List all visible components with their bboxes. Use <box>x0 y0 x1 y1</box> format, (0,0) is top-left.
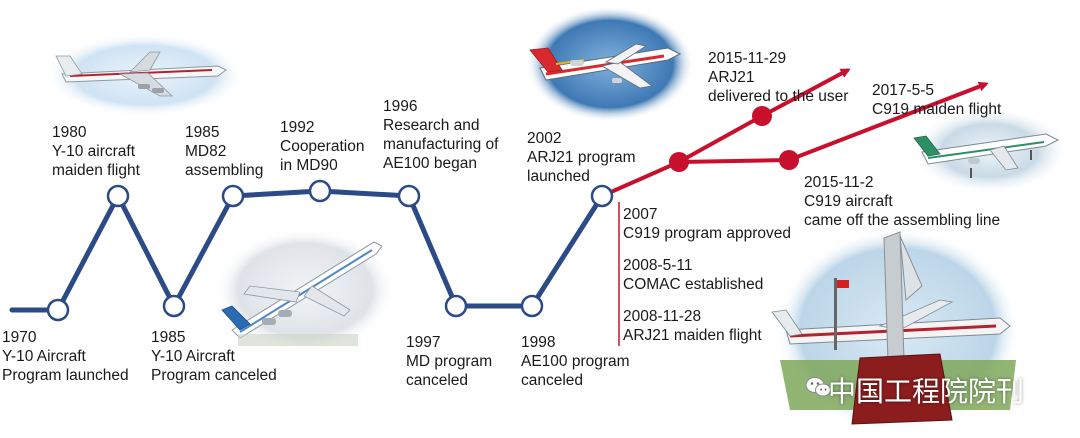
timeline-red-branch-arj21 <box>601 68 851 198</box>
md82-aircraft-photo <box>215 228 395 352</box>
timeline-blue-line <box>9 188 605 313</box>
blue-nodes <box>46 179 614 322</box>
node-1985-assembling <box>221 184 245 208</box>
y10-aircraft-photo <box>45 33 245 117</box>
label-1985-assembling: 1985 MD82 assembling <box>185 124 264 179</box>
node-1997 <box>444 294 468 318</box>
label-2008-comac: 2008-5-11 COMAC established <box>623 257 764 293</box>
y10-monument-photo <box>771 228 1020 432</box>
label-2015-arj21: 2015-11-29 ARJ21 delivered to the user <box>708 50 849 105</box>
node-2008 <box>669 152 689 172</box>
node-1992 <box>308 179 332 203</box>
label-1998: 1998 AE100 program canceled <box>521 334 630 389</box>
label-2017: 2017-5-5 C919 maiden flight <box>872 82 1002 118</box>
label-2007: 2007 C919 program approved <box>623 206 792 242</box>
node-1996 <box>397 184 421 208</box>
c919-aircraft-photo <box>910 111 1070 199</box>
arj21-aircraft-photo <box>526 6 694 122</box>
node-2015-c919 <box>779 150 799 170</box>
label-1980: 1980 Y-10 aircraft maiden flight <box>52 124 140 179</box>
wechat-icon <box>805 377 831 397</box>
label-2015-c919: 2015-11-2 C919 aircraft came off the ass… <box>804 174 1001 229</box>
node-1980 <box>106 184 130 208</box>
node-1998 <box>520 294 544 318</box>
red-nodes <box>669 106 799 172</box>
label-2002: 2002 ARJ21 program launched <box>527 130 636 185</box>
node-1985-canceled <box>162 294 186 318</box>
node-2015-arj21 <box>752 106 772 126</box>
label-1992: 1992 Cooperation in MD90 <box>280 119 365 174</box>
label-2008-arj21: 2008-11-28 ARJ21 maiden flight <box>623 308 762 344</box>
label-1996: 1996 Research and manufacturing of AE100… <box>383 98 499 172</box>
node-2002 <box>590 184 614 208</box>
node-1970 <box>46 298 70 322</box>
label-1985-canceled: 1985 Y-10 Aircraft Program canceled <box>151 329 277 384</box>
watermark-text: 中国工程院院刊 <box>828 375 1025 408</box>
label-1970: 1970 Y-10 Aircraft Program launched <box>2 329 129 384</box>
label-1997: 1997 MD program canceled <box>406 334 493 389</box>
